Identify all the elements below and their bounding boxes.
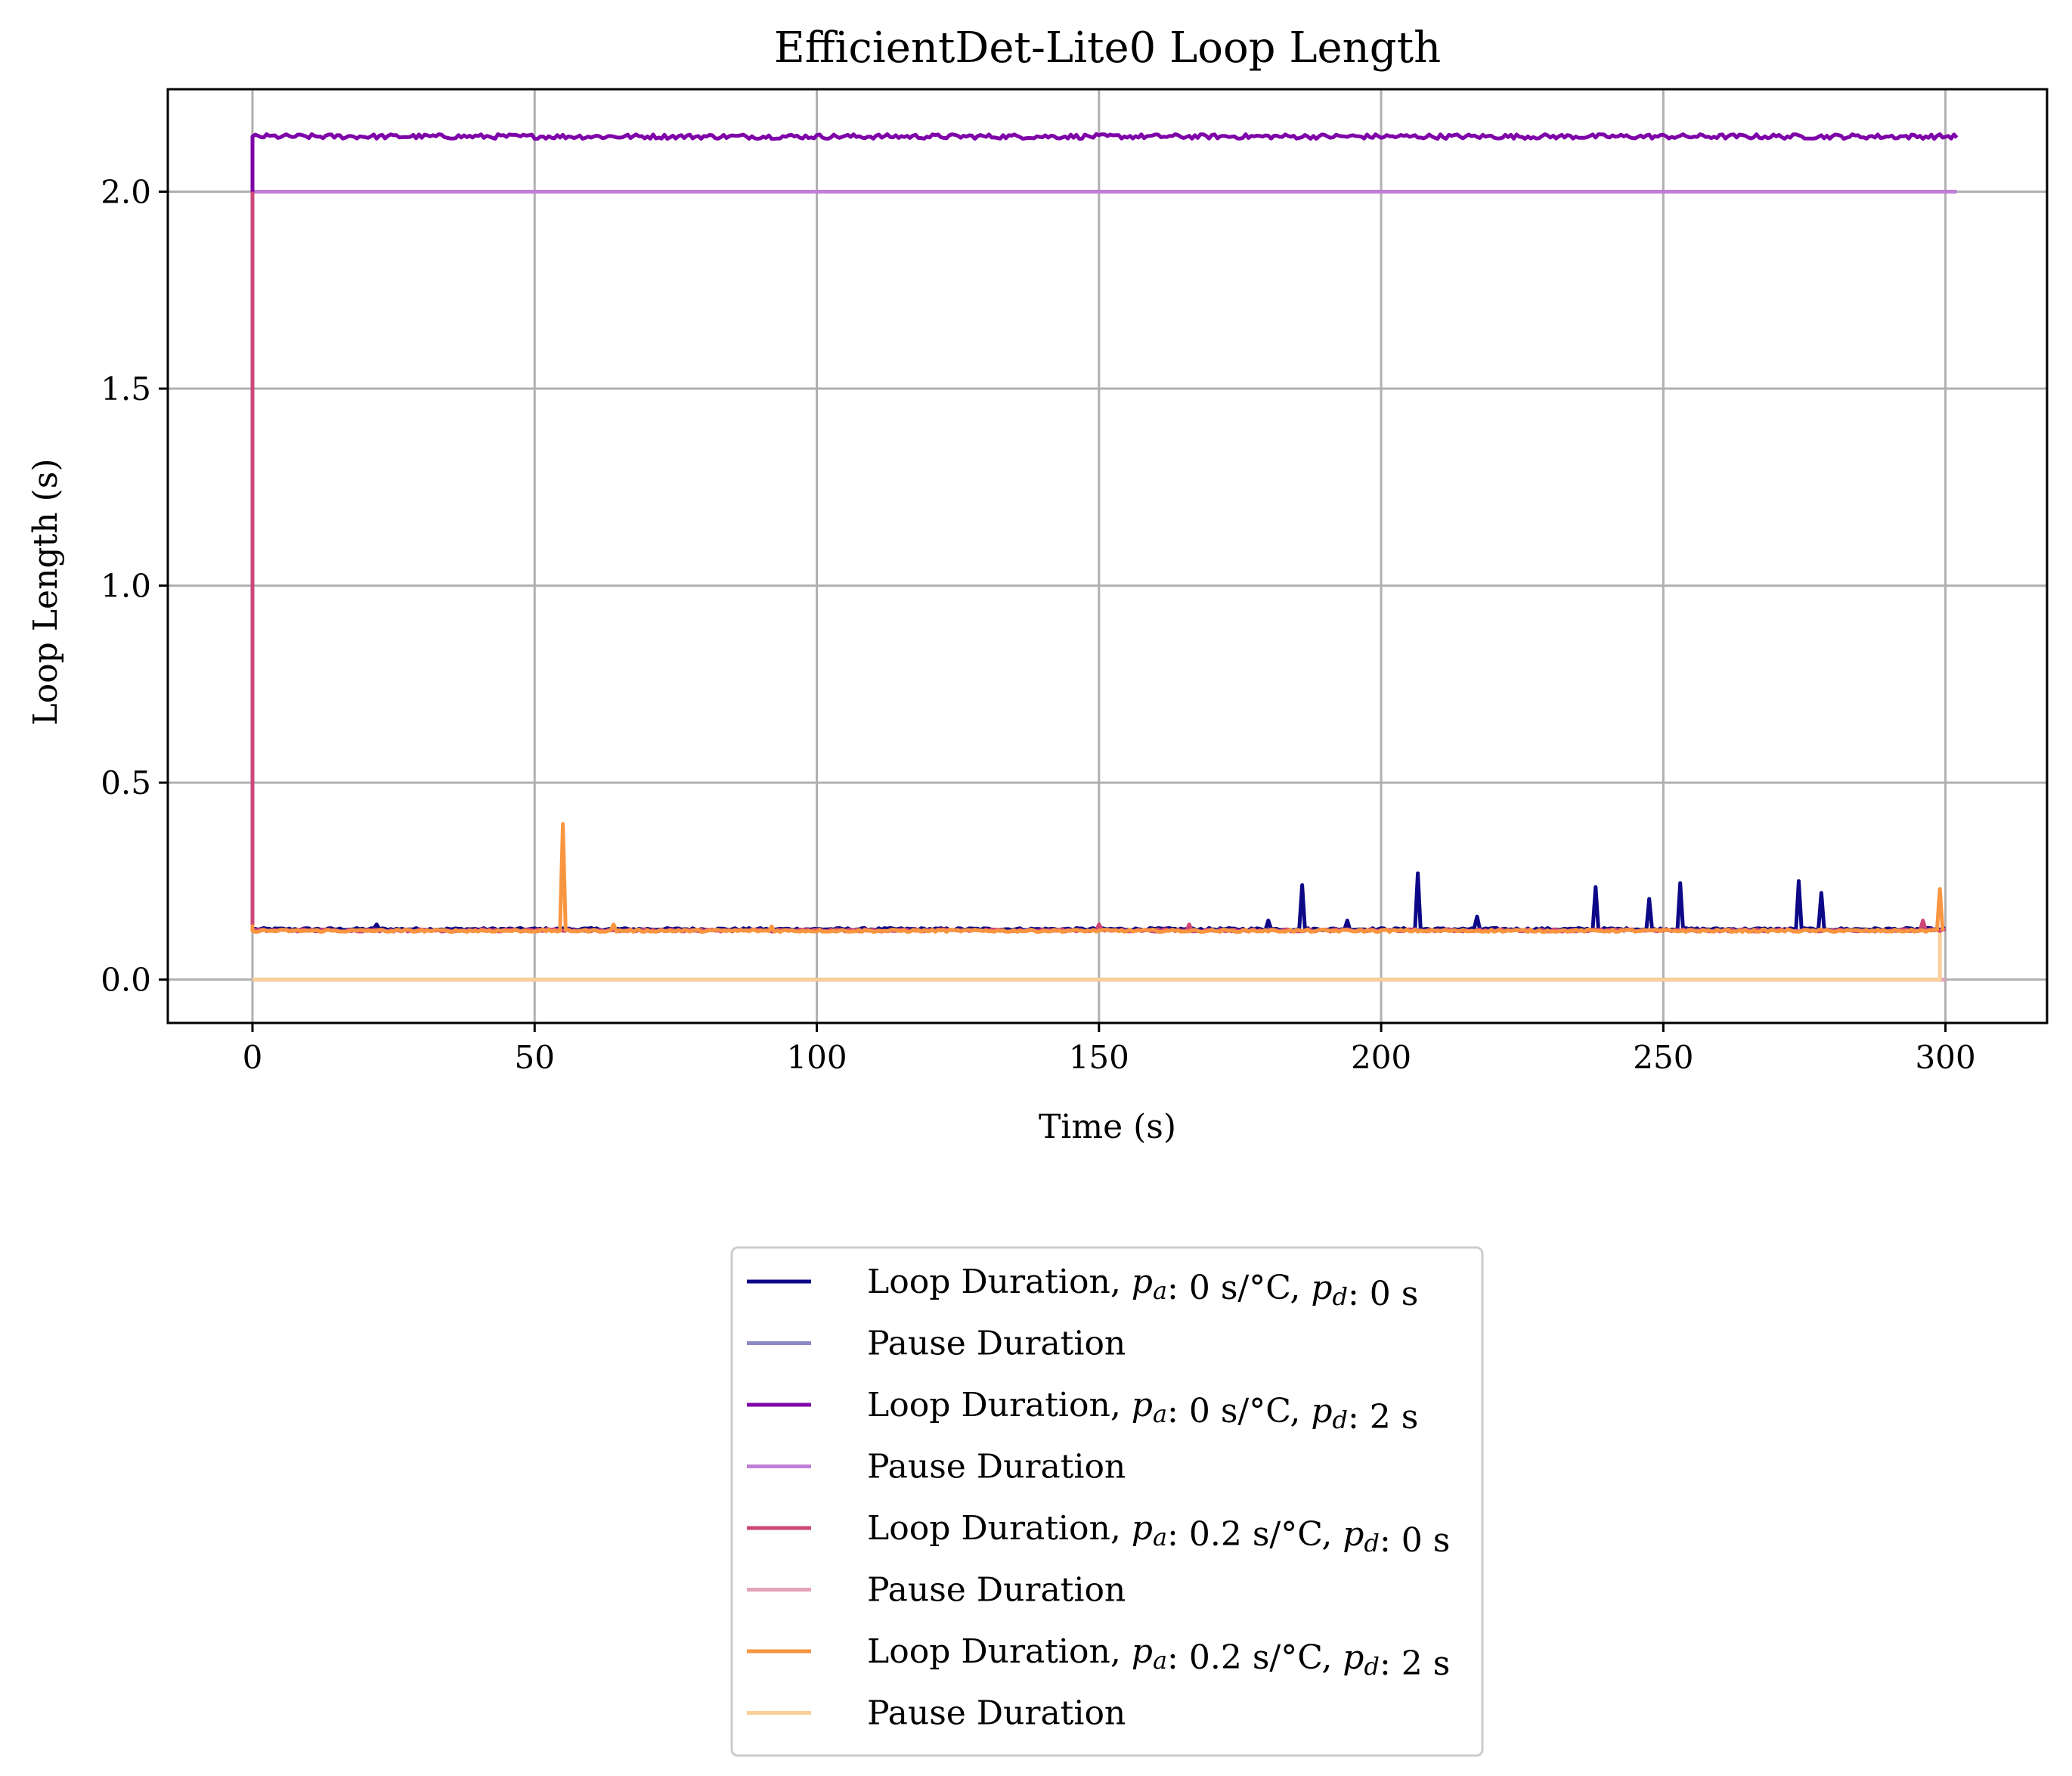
grid [168,89,2047,1023]
series-layer [250,132,1959,982]
y-tick-label-4: 2.0 [101,173,151,210]
legend-label-5: Pause Duration [867,1571,1126,1610]
legend-label-1: Pause Duration [867,1325,1126,1363]
x-axis-label: Time (s) [1039,1108,1176,1146]
x-tick-label-1: 50 [515,1039,555,1076]
x-tick-label-6: 300 [1916,1039,1976,1076]
legend-label-3: Pause Duration [867,1448,1126,1486]
legend-label-0: Loop Duration, pa: 0 s/°C, pd: 0 s [867,1263,1418,1313]
ticks: 0 50 100 150 200 250 300 0.0 0.5 1.0 1.5 2.0 [101,173,1976,1076]
x-tick-label-0: 0 [243,1039,263,1076]
legend: Loop Duration, pa: 0 s/°C, pd: 0 s Pause … [730,1246,1484,1757]
plot-frame [166,88,2049,1024]
legend-label-6: Loop Duration, pa: 0.2 s/°C, pd: 2 s [867,1632,1450,1683]
legend-label-7: Pause Duration [867,1694,1126,1733]
series-line-7 [252,932,1942,982]
x-tick-label-2: 100 [786,1039,847,1076]
y-tick-label-3: 1.5 [101,370,151,408]
x-tick-label-3: 150 [1069,1039,1129,1076]
x-tick-label-4: 200 [1351,1039,1411,1076]
legend-label-4: Loop Duration, pa: 0.2 s/°C, pd: 0 s [867,1509,1450,1560]
legend-box [730,1246,1484,1757]
chart-title: EfficientDet-Lite0 Loop Length [774,23,1441,73]
y-axis-label: Loop Length (s) [26,458,65,725]
legend-label-2: Loop Duration, pa: 0 s/°C, pd: 2 s [867,1386,1418,1437]
x-tick-label-5: 250 [1633,1039,1693,1076]
series-line-2 [250,132,1959,192]
y-tick-label-0: 0.0 [101,962,151,999]
y-tick-label-1: 0.5 [101,764,151,801]
series-line-6 [250,822,1945,934]
y-tick-label-2: 1.0 [101,568,151,605]
